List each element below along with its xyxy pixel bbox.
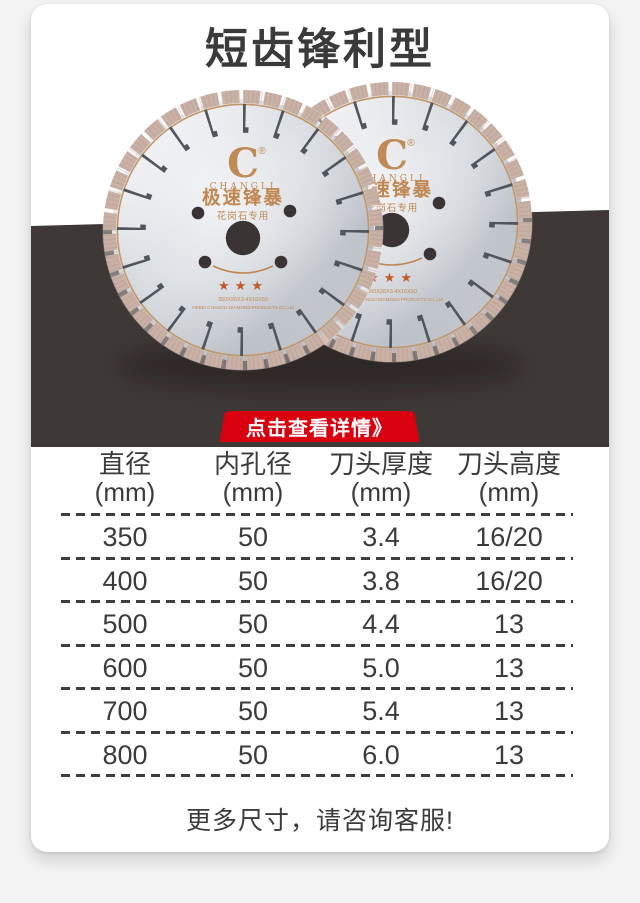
table-body: 350 50 3.4 16/20 400 50 3.8 16/20 500 50… — [61, 516, 573, 777]
table-header: 直径 (mm) 内孔径 (mm) 刀头厚度 (mm) 刀头高度 (mm) — [61, 450, 573, 513]
cell-thickness: 3.8 — [362, 565, 400, 596]
cell-diameter: 800 — [102, 739, 148, 770]
header-cell-diameter: 直径 (mm) — [61, 450, 189, 506]
header-unit: (mm) — [350, 477, 412, 507]
cell-thickness: 5.4 — [362, 696, 400, 727]
cell-thickness: 4.4 — [362, 609, 400, 640]
cell-bore: 50 — [237, 739, 269, 770]
header-cell-thickness: 刀头厚度 (mm) — [317, 450, 445, 506]
cell-bore: 50 — [237, 652, 269, 683]
cell-height: 13 — [493, 652, 525, 683]
header-label: 直径 — [98, 449, 151, 479]
table-row: 800 50 6.0 13 — [61, 734, 573, 778]
header-unit: (mm) — [222, 477, 284, 507]
page-title: 短齿锋利型 — [205, 26, 435, 74]
header-unit: (mm) — [478, 477, 540, 507]
header-cell-height: 刀头高度 (mm) — [445, 450, 573, 506]
cell-height: 16/20 — [475, 522, 543, 553]
header-label: 内孔径 — [213, 449, 292, 479]
cell-bore: 50 — [237, 522, 269, 553]
header-label: 刀头高度 — [456, 449, 561, 479]
cell-thickness: 3.4 — [362, 522, 400, 553]
table-row: 500 50 4.4 13 — [61, 603, 573, 647]
table-row: 600 50 5.0 13 — [61, 647, 573, 691]
saw-blade-left — [103, 90, 384, 371]
cell-diameter: 600 — [102, 652, 148, 683]
cell-thickness: 6.0 — [362, 739, 400, 770]
header-label: 刀头厚度 — [328, 449, 433, 479]
cell-diameter: 700 — [102, 696, 148, 727]
cell-height: 13 — [493, 609, 525, 640]
cell-bore: 50 — [237, 609, 269, 640]
cell-thickness: 5.0 — [362, 652, 400, 683]
cell-height: 13 — [493, 739, 525, 770]
cta-background — [219, 411, 420, 442]
header-unit: (mm) — [94, 477, 156, 507]
product-card: 短齿锋利型 — [31, 4, 609, 852]
cta-label: 点击查看详情》 — [246, 418, 393, 440]
spec-table: 直径 (mm) 内孔径 (mm) 刀头厚度 (mm) 刀头高度 (mm) 350… — [61, 450, 573, 777]
hero-graphic: C ® CHANGLI 极速锋暴 花岗石专用 ★★★ 350X26X3.4X16… — [31, 4, 609, 447]
cell-bore: 50 — [237, 696, 269, 727]
cta-button[interactable]: 点击查看详情》 — [215, 411, 424, 442]
cell-diameter: 350 — [102, 522, 148, 553]
table-row: 700 50 5.4 13 — [61, 690, 573, 734]
cell-bore: 50 — [237, 565, 269, 596]
table-divider — [61, 513, 573, 516]
table-row: 350 50 3.4 16/20 — [61, 516, 573, 560]
header-cell-bore: 内孔径 (mm) — [189, 450, 317, 506]
table-row: 400 50 3.8 16/20 — [61, 560, 573, 604]
cell-diameter: 500 — [102, 609, 148, 640]
cell-height: 16/20 — [475, 565, 543, 596]
footer-note: 更多尺寸，请咨询客服! — [186, 807, 454, 835]
cell-diameter: 400 — [102, 565, 148, 596]
cell-height: 13 — [493, 696, 525, 727]
